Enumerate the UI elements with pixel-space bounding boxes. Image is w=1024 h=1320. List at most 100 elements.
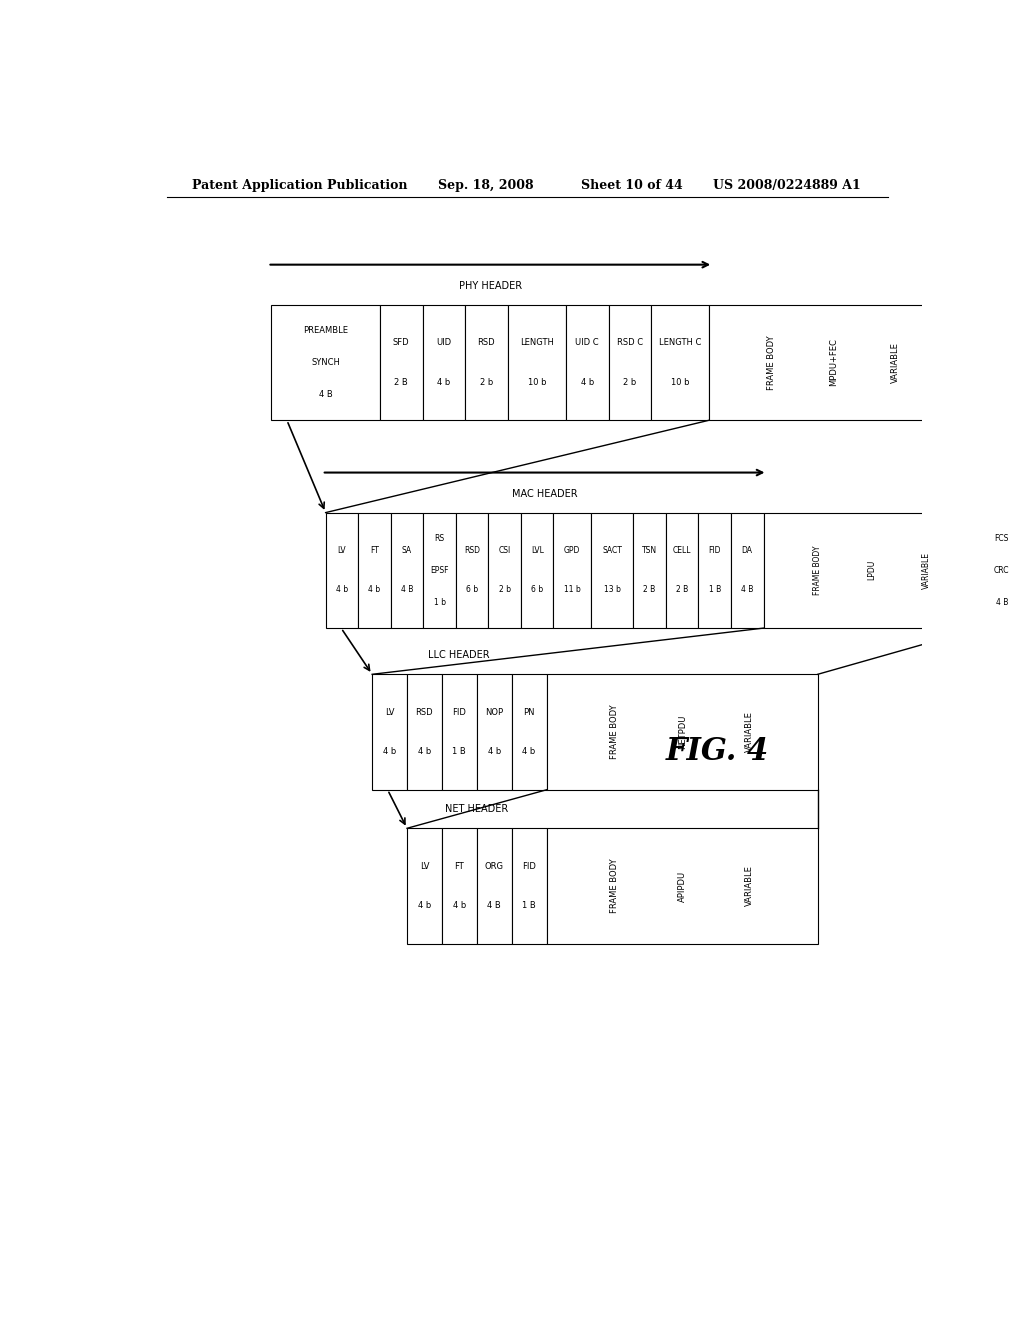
Bar (423, 512, 456, 628)
Text: NETPDU: NETPDU (678, 715, 687, 750)
Text: FRAME BODY: FRAME BODY (767, 335, 776, 389)
Text: 4 b: 4 b (383, 747, 396, 756)
Text: FID: FID (522, 862, 536, 871)
Bar (508, 305, 566, 420)
Text: 4 B: 4 B (400, 586, 414, 594)
Bar (380, 305, 423, 420)
Text: LVL: LVL (530, 546, 544, 556)
Bar (391, 512, 423, 628)
Bar (608, 305, 651, 420)
Bar (731, 512, 764, 628)
Text: 4 b: 4 b (336, 586, 348, 594)
Text: 1 b: 1 b (433, 598, 445, 607)
Text: 1 B: 1 B (522, 902, 536, 911)
Bar (710, 305, 957, 420)
Bar (407, 829, 442, 944)
Text: LPDU: LPDU (867, 560, 877, 581)
Text: 4 B: 4 B (318, 391, 333, 399)
Text: FID: FID (709, 546, 721, 556)
Text: FT: FT (370, 546, 379, 556)
Text: 6 b: 6 b (531, 586, 544, 594)
Text: FID: FID (453, 708, 466, 717)
Text: 1 B: 1 B (709, 586, 721, 594)
Text: LV: LV (385, 708, 394, 717)
Bar (477, 829, 512, 944)
Bar (358, 512, 391, 628)
Text: 2 B: 2 B (394, 378, 408, 387)
Bar (442, 829, 477, 944)
Text: FRAME BODY: FRAME BODY (813, 545, 822, 595)
Text: 4 b: 4 b (487, 747, 501, 756)
Text: 1 B: 1 B (453, 747, 466, 756)
Text: Patent Application Publication: Patent Application Publication (191, 178, 408, 191)
Text: Sheet 10 of 44: Sheet 10 of 44 (582, 178, 683, 191)
Bar (423, 305, 465, 420)
Text: CRC: CRC (994, 566, 1010, 574)
Text: ORG: ORG (484, 862, 504, 871)
Bar (981, 512, 1023, 628)
Text: 4 b: 4 b (418, 902, 431, 911)
Text: SACT: SACT (602, 546, 622, 556)
Bar (512, 675, 547, 789)
Text: 6 b: 6 b (466, 586, 478, 594)
Text: Sep. 18, 2008: Sep. 18, 2008 (438, 178, 534, 191)
Text: 4 B: 4 B (487, 902, 501, 911)
Text: 4 b: 4 b (369, 586, 381, 594)
Text: CELL: CELL (673, 546, 691, 556)
Text: FRAME BODY: FRAME BODY (610, 705, 618, 759)
Text: CSI: CSI (499, 546, 511, 556)
Text: VARIABLE: VARIABLE (891, 342, 900, 383)
Text: PHY HEADER: PHY HEADER (459, 281, 522, 290)
Bar (477, 675, 512, 789)
Text: LV: LV (420, 862, 429, 871)
Bar (651, 305, 710, 420)
Text: FIG. 4: FIG. 4 (666, 735, 769, 767)
Text: RSD C: RSD C (616, 338, 643, 347)
Text: UID C: UID C (575, 338, 599, 347)
Text: NOP: NOP (485, 708, 503, 717)
Bar (554, 512, 591, 628)
Text: VARIABLE: VARIABLE (745, 711, 755, 752)
Text: 4 b: 4 b (418, 747, 431, 756)
Bar (326, 512, 358, 628)
Text: VARIABLE: VARIABLE (922, 552, 931, 589)
Bar (547, 675, 818, 789)
Text: RSD: RSD (477, 338, 496, 347)
Bar (698, 512, 731, 628)
Text: LLC HEADER: LLC HEADER (428, 651, 490, 660)
Text: 2 b: 2 b (499, 586, 511, 594)
Text: 10 b: 10 b (527, 378, 546, 387)
Bar (512, 829, 547, 944)
Text: SFD: SFD (393, 338, 410, 347)
Text: 2 B: 2 B (643, 586, 655, 594)
Text: GPD: GPD (564, 546, 581, 556)
Text: LENGTH C: LENGTH C (659, 338, 701, 347)
Text: 4 b: 4 b (522, 747, 536, 756)
Bar (407, 675, 442, 789)
Bar (591, 512, 633, 628)
Text: PREAMBLE: PREAMBLE (303, 326, 348, 334)
Text: 4 b: 4 b (437, 378, 451, 387)
Text: 4 B: 4 B (741, 586, 754, 594)
Text: 4 b: 4 b (453, 902, 466, 911)
Text: TSN: TSN (642, 546, 657, 556)
Bar (465, 305, 508, 420)
Text: LENGTH: LENGTH (520, 338, 554, 347)
Text: US 2008/0224889 A1: US 2008/0224889 A1 (713, 178, 861, 191)
Bar (633, 512, 666, 628)
Text: MAC HEADER: MAC HEADER (512, 488, 578, 499)
Bar (764, 512, 981, 628)
Bar (666, 512, 698, 628)
Bar (547, 829, 818, 944)
Text: APIPDU: APIPDU (678, 870, 687, 902)
Text: SA: SA (402, 546, 412, 556)
Text: EPSF: EPSF (430, 566, 449, 574)
Text: 10 b: 10 b (671, 378, 689, 387)
Text: LV: LV (338, 546, 346, 556)
Text: DA: DA (741, 546, 753, 556)
Text: 2 B: 2 B (676, 586, 688, 594)
Text: RSD: RSD (416, 708, 433, 717)
Bar (521, 512, 554, 628)
Text: VARIABLE: VARIABLE (745, 866, 755, 907)
Text: 2 b: 2 b (624, 378, 637, 387)
